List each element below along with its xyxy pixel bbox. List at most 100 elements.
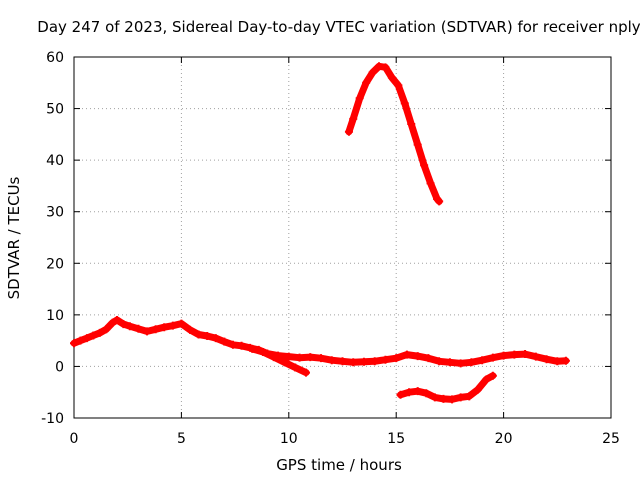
data-point xyxy=(488,353,497,362)
data-point xyxy=(448,395,457,404)
y-tick-label: 60 xyxy=(46,50,64,66)
axis-ticks xyxy=(73,56,612,419)
data-point xyxy=(119,320,128,329)
data-point xyxy=(112,316,121,325)
data-point xyxy=(394,81,403,90)
data-point xyxy=(413,140,422,149)
data-point xyxy=(473,385,482,394)
data-point xyxy=(306,353,315,362)
data-point xyxy=(89,331,98,340)
tick-labels: 0 5 10 15 20 25 -10 0 10 20 30 40 50 60 xyxy=(41,50,620,447)
data-point xyxy=(259,347,268,356)
x-tick-label: 0 xyxy=(70,431,79,447)
y-tick-label: 50 xyxy=(46,102,64,118)
data-point xyxy=(102,325,111,334)
data-point xyxy=(542,355,551,364)
data-point xyxy=(220,337,229,346)
data-point xyxy=(478,356,487,365)
data-point xyxy=(160,323,169,332)
data-point xyxy=(553,357,562,366)
data-point xyxy=(368,68,377,77)
data-point xyxy=(531,352,540,361)
data-point xyxy=(280,358,289,367)
data-point xyxy=(510,350,519,359)
x-tick-label: 10 xyxy=(280,431,298,447)
data-point xyxy=(82,334,91,343)
data-point xyxy=(269,353,278,362)
data-point xyxy=(439,394,448,403)
data-point xyxy=(76,336,85,345)
data-point xyxy=(467,358,476,367)
data-point xyxy=(248,344,257,353)
data-point xyxy=(396,390,405,399)
data-point xyxy=(488,371,497,380)
plot-frame xyxy=(73,56,612,419)
data-point xyxy=(95,328,104,337)
y-tick-label: 30 xyxy=(46,205,64,221)
data-point xyxy=(134,324,143,333)
data-point xyxy=(422,389,431,398)
data-point xyxy=(125,322,134,331)
data-point xyxy=(456,359,465,368)
data-point xyxy=(228,340,237,349)
data-point xyxy=(359,357,368,366)
data-point xyxy=(211,334,220,343)
data-point xyxy=(426,179,435,188)
data-point xyxy=(151,325,160,334)
y-tick-label: 0 xyxy=(55,359,64,375)
data-point xyxy=(338,357,347,366)
data-point xyxy=(185,325,194,334)
data-point xyxy=(430,393,439,402)
data-point xyxy=(499,351,508,360)
data-point xyxy=(402,350,411,359)
data-point xyxy=(445,358,454,367)
data-point xyxy=(413,352,422,361)
data-point xyxy=(482,375,491,384)
grid-lines xyxy=(74,57,611,418)
data-point xyxy=(349,114,358,123)
data-point xyxy=(362,78,371,87)
x-axis-label: GPS time / hours xyxy=(276,456,402,474)
data-point xyxy=(387,73,396,82)
x-tick-label: 25 xyxy=(602,431,620,447)
data-marks xyxy=(70,62,570,404)
data-point xyxy=(381,63,390,72)
y-tick-label: 10 xyxy=(46,308,64,324)
data-point xyxy=(381,355,390,364)
data-point xyxy=(168,321,177,330)
data-point xyxy=(344,127,353,136)
data-point xyxy=(370,357,379,366)
data-point xyxy=(237,341,246,350)
data-point xyxy=(521,350,530,359)
series-line-upper-arc-13-17h xyxy=(345,62,443,205)
series-line-negative-branch-15-19h xyxy=(397,372,497,403)
data-point xyxy=(327,356,336,365)
y-tick-label: 20 xyxy=(46,256,64,272)
x-tick-label: 5 xyxy=(177,431,186,447)
data-point xyxy=(465,392,474,401)
chart-title: Day 247 of 2023, Sidereal Day-to-day VTE… xyxy=(37,18,640,36)
data-point xyxy=(375,62,384,71)
data-point xyxy=(291,363,300,372)
data-point xyxy=(400,99,409,108)
data-point xyxy=(203,332,212,341)
data-point xyxy=(143,327,152,336)
x-tick-label: 20 xyxy=(495,431,513,447)
data-point xyxy=(301,368,310,377)
data-point xyxy=(405,388,414,397)
data-point xyxy=(70,339,78,348)
data-point xyxy=(284,352,293,361)
y-axis-label: SDTVAR / TECUs xyxy=(5,176,23,299)
data-point xyxy=(108,318,117,327)
data-point xyxy=(435,197,444,206)
data-point xyxy=(177,319,186,328)
data-point xyxy=(413,387,422,396)
data-point xyxy=(561,356,570,365)
x-tick-label: 15 xyxy=(387,431,405,447)
data-point xyxy=(317,354,326,363)
y-tick-label: 40 xyxy=(46,153,64,169)
data-point xyxy=(407,120,416,129)
data-point xyxy=(456,393,465,402)
data-point xyxy=(420,161,429,170)
